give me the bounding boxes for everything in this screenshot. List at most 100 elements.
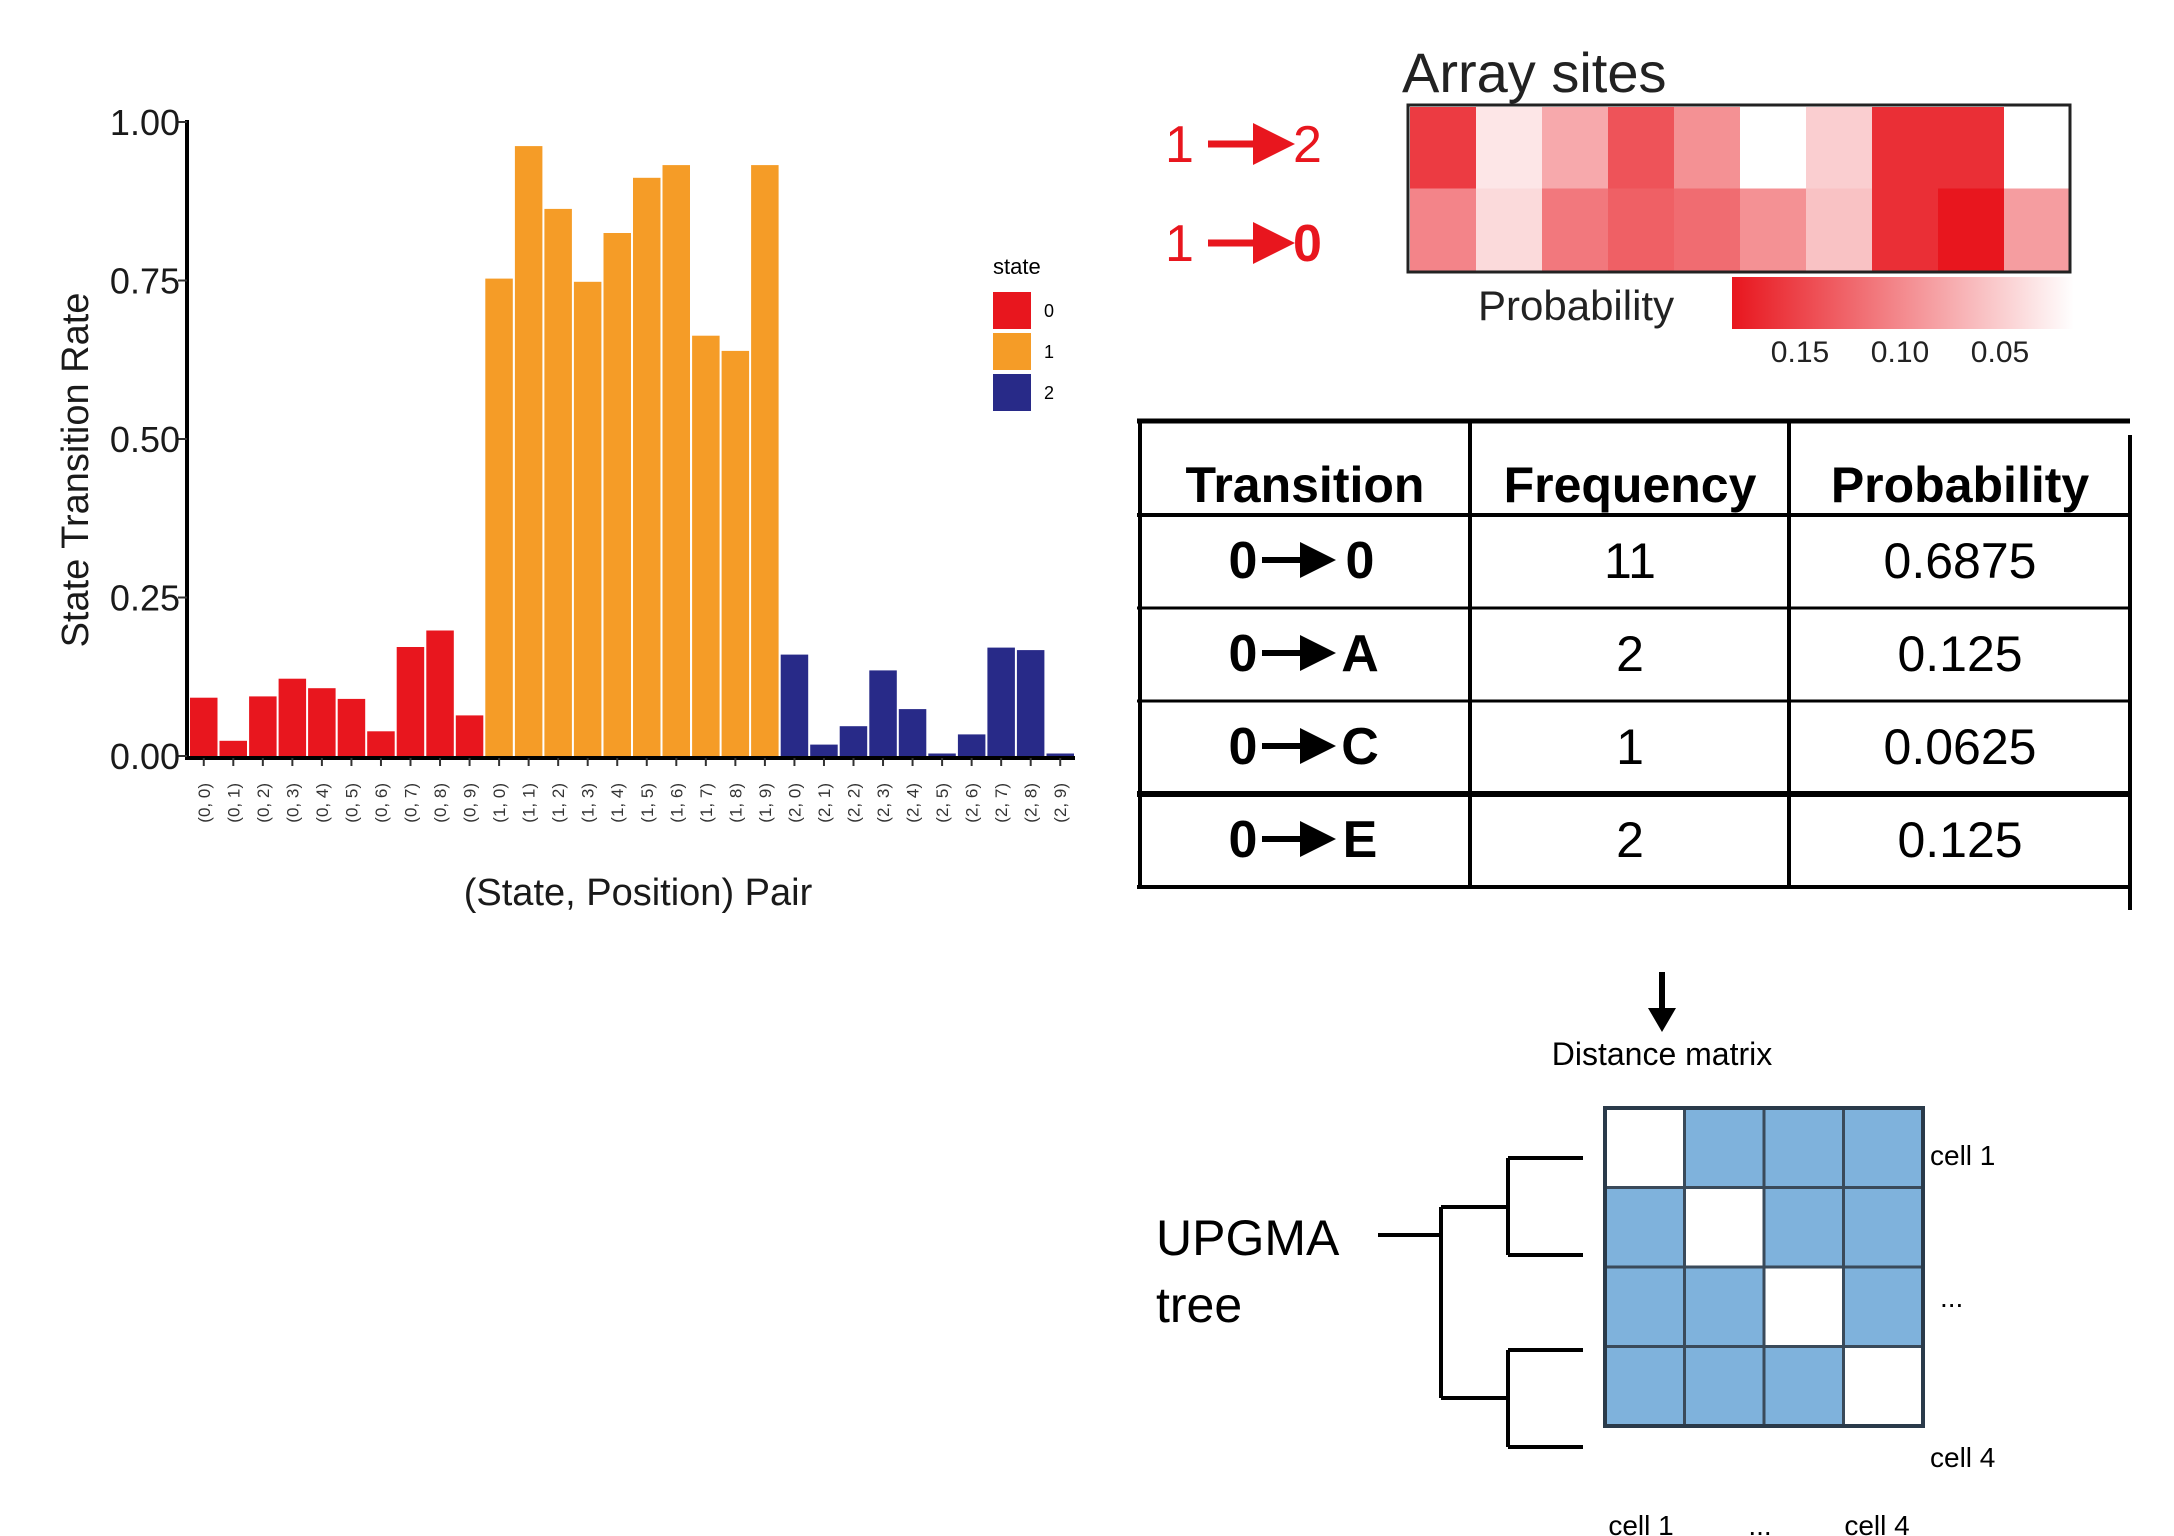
heatmap-cell bbox=[1608, 188, 1675, 271]
heatmap-title: Array sites bbox=[1402, 41, 1667, 104]
bar-1-1 bbox=[514, 146, 543, 757]
x-tick-label: (2, 9) bbox=[1051, 783, 1070, 823]
x-tick-label: (2, 3) bbox=[874, 783, 893, 823]
table-cell-frequency: 11 bbox=[1604, 533, 1656, 589]
table-header-probability: Probability bbox=[1831, 457, 2090, 513]
matrix-cell bbox=[1683, 1345, 1766, 1428]
x-tick-label: (1, 1) bbox=[520, 783, 539, 823]
x-tick-label: (0, 0) bbox=[195, 783, 214, 823]
heatmap-cell bbox=[1740, 107, 1807, 189]
matrix-row-label-1: cell 1 bbox=[1930, 1140, 1995, 1171]
distance-matrix-caption: Distance matrix bbox=[1552, 1036, 1773, 1072]
y-tick-label: 0.00 bbox=[110, 736, 180, 777]
bar-2-2 bbox=[839, 726, 868, 756]
matrix-col-label-1: cell 1 bbox=[1608, 1510, 1673, 1536]
matrix-row-label-3: cell 4 bbox=[1930, 1442, 1995, 1473]
heatmap-border bbox=[1406, 103, 2072, 274]
matrix-cell bbox=[1683, 1265, 1766, 1348]
table-cell-to: 0 bbox=[1346, 532, 1375, 590]
bar-0-0 bbox=[190, 697, 218, 756]
distance-matrix bbox=[1603, 1106, 1925, 1428]
x-ticks: (0, 0) (0, 1) (0, 2) (0, 3) (0, 4) (0, 5) (0, … bbox=[195, 758, 1070, 823]
x-axis-label: (State, Position) Pair bbox=[464, 872, 813, 914]
table-cell-frequency: 2 bbox=[1616, 812, 1644, 868]
transition-table: Transition Frequency Probability 0 0 11 0.6… bbox=[1137, 418, 2132, 910]
x-tick-label: (1, 3) bbox=[579, 783, 598, 823]
x-tick-label: (0, 9) bbox=[461, 783, 480, 823]
colorbar-tick-1: 0.15 bbox=[1771, 336, 1829, 369]
x-tick-label: (0, 3) bbox=[283, 783, 302, 823]
heatmap-cell bbox=[1410, 188, 1477, 271]
bar-2-7 bbox=[987, 647, 1015, 756]
matrix-col-label-2: ... bbox=[1748, 1510, 1771, 1536]
legend-title: state bbox=[993, 254, 1041, 279]
heatmap-cell bbox=[1476, 107, 1543, 189]
matrix-col-label-3: cell 4 bbox=[1844, 1510, 1909, 1536]
x-tick-label: (0, 7) bbox=[402, 783, 421, 823]
x-tick-label: (2, 6) bbox=[963, 783, 982, 823]
matrix-cell bbox=[1842, 1265, 1925, 1348]
colorbar-label: Probability bbox=[1478, 282, 1674, 329]
bar-0-3 bbox=[278, 678, 307, 756]
bars bbox=[190, 146, 1074, 757]
table-cell-from: 0 bbox=[1229, 811, 1258, 869]
matrix-cell bbox=[1762, 1345, 1845, 1428]
bar-0-7 bbox=[396, 647, 425, 756]
matrix-cell bbox=[1762, 1186, 1845, 1269]
heatmap-row-to-1: 2 bbox=[1293, 116, 1322, 174]
heatmap-cell bbox=[1938, 107, 2005, 189]
heatmap-cell bbox=[1608, 107, 1675, 189]
matrix-row-label-2: ... bbox=[1940, 1282, 1963, 1313]
bar-0-6 bbox=[367, 731, 395, 756]
matrix-cell bbox=[1603, 1345, 1686, 1428]
x-tick-label: (2, 2) bbox=[845, 783, 864, 823]
x-tick-label: (0, 4) bbox=[313, 783, 332, 823]
matrix-cell bbox=[1603, 1265, 1686, 1348]
matrix-cell-diagonal bbox=[1842, 1345, 1925, 1428]
heatmap-cells bbox=[1410, 107, 2071, 271]
matrix-border bbox=[1603, 1106, 1925, 1428]
table-cell-probability: 0.0625 bbox=[1884, 719, 2037, 775]
bar-2-4 bbox=[898, 709, 927, 756]
bar-1-3 bbox=[573, 281, 602, 756]
matrix-cell-diagonal bbox=[1762, 1265, 1845, 1348]
heatmap-cell bbox=[1872, 107, 1939, 189]
table-header-transition: Transition bbox=[1186, 457, 1425, 513]
legend-label-0: 0 bbox=[1044, 301, 1054, 321]
table-cell-probability: 0.125 bbox=[1897, 626, 2022, 682]
matrix-cell bbox=[1842, 1186, 1925, 1269]
x-tick-label: (0, 8) bbox=[431, 783, 450, 823]
legend: state 0 1 2 bbox=[993, 254, 1054, 411]
heatmap-cell bbox=[1806, 188, 1873, 271]
bar-1-2 bbox=[544, 208, 572, 756]
matrix-cell bbox=[1762, 1106, 1845, 1189]
table-body: 0 0 11 0.6875 0 A 2 0.125 0 C 1 0.0625 0 E 2 0.125 bbox=[1229, 532, 2037, 869]
legend-swatch-0 bbox=[993, 292, 1031, 329]
bar-2-9 bbox=[1046, 753, 1074, 756]
heatmap-cell bbox=[1542, 107, 1609, 189]
x-tick-label: (1, 5) bbox=[638, 783, 657, 823]
y-ticks: 0.00 0.25 0.50 0.75 1.00 bbox=[110, 102, 187, 777]
heatmap-row-from-2: 1 bbox=[1165, 215, 1194, 273]
colorbar-tick-3: 0.05 bbox=[1971, 336, 2029, 369]
x-tick-label: (0, 1) bbox=[224, 783, 243, 823]
x-tick-label: (2, 4) bbox=[904, 783, 923, 823]
x-tick-label: (0, 2) bbox=[254, 783, 273, 823]
legend-label-1: 1 bbox=[1044, 342, 1054, 362]
bar-1-6 bbox=[662, 165, 690, 757]
bar-2-0 bbox=[780, 654, 809, 756]
heatmap: Array sites 1 2 1 0 Probability 0.15 0.1… bbox=[1165, 41, 2074, 369]
x-tick-label: (0, 5) bbox=[342, 783, 361, 823]
table-cell-to: E bbox=[1343, 811, 1378, 869]
legend-label-2: 2 bbox=[1044, 383, 1054, 403]
heatmap-cell bbox=[1674, 107, 1741, 189]
legend-swatch-2 bbox=[993, 374, 1031, 411]
bar-2-1 bbox=[810, 744, 838, 756]
heatmap-cell bbox=[2004, 188, 2071, 271]
x-tick-label: (1, 4) bbox=[608, 783, 627, 823]
bar-0-1 bbox=[219, 740, 247, 756]
y-tick-label: 0.50 bbox=[110, 419, 180, 460]
table-cell-probability: 0.6875 bbox=[1884, 533, 2037, 589]
x-tick-label: (1, 6) bbox=[667, 783, 686, 823]
bar-0-5 bbox=[337, 698, 366, 756]
